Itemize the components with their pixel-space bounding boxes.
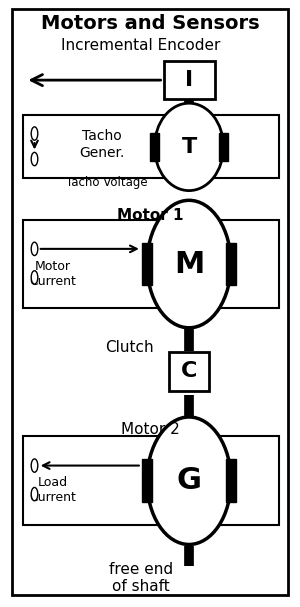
Ellipse shape xyxy=(154,103,224,191)
Text: Tacho
Gener.: Tacho Gener. xyxy=(79,129,125,160)
Text: Load
Current: Load Current xyxy=(29,476,76,504)
Text: G: G xyxy=(176,466,202,495)
Text: Motor 1: Motor 1 xyxy=(117,208,183,223)
Circle shape xyxy=(31,487,38,501)
Bar xyxy=(169,351,209,391)
Circle shape xyxy=(31,127,38,140)
Bar xyxy=(22,115,279,178)
Bar xyxy=(142,459,152,502)
Bar xyxy=(142,243,152,285)
Circle shape xyxy=(31,271,38,284)
Circle shape xyxy=(31,242,38,256)
Text: T: T xyxy=(182,137,196,157)
Bar xyxy=(164,61,214,99)
Text: Motors and Sensors: Motors and Sensors xyxy=(41,13,259,33)
Bar xyxy=(219,133,228,160)
Bar xyxy=(22,220,279,308)
Bar xyxy=(22,436,279,525)
Circle shape xyxy=(31,459,38,472)
Circle shape xyxy=(31,152,38,166)
Text: M: M xyxy=(174,249,204,279)
Text: Tacho Voltage: Tacho Voltage xyxy=(66,175,148,189)
Bar xyxy=(226,243,236,285)
Text: I: I xyxy=(185,70,193,90)
Text: Incremental Encoder: Incremental Encoder xyxy=(61,38,221,53)
Text: Motor 2: Motor 2 xyxy=(121,422,179,437)
Bar xyxy=(226,459,236,502)
Text: free end
of shaft: free end of shaft xyxy=(109,561,173,594)
Ellipse shape xyxy=(147,417,231,544)
Ellipse shape xyxy=(147,200,231,328)
Text: Clutch: Clutch xyxy=(105,340,153,354)
Bar xyxy=(150,133,159,160)
Text: Motor
Current: Motor Current xyxy=(29,260,76,288)
Text: C: C xyxy=(181,362,197,381)
